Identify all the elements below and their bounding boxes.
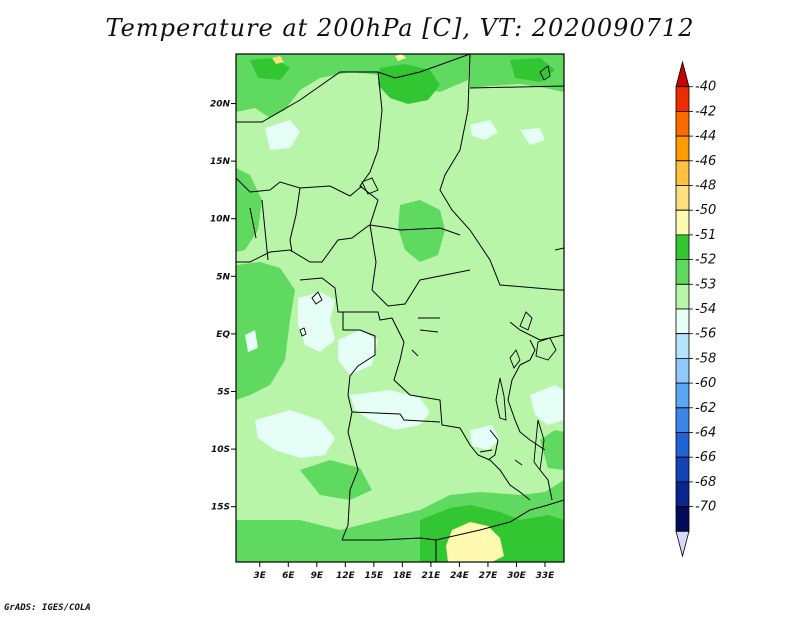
colorbar-swatch — [675, 382, 690, 409]
longitude-axis: 3E 6E 9E 12E 15E 18E 21E 24E 27E 30E 33E — [254, 562, 556, 581]
colorbar-swatch — [675, 86, 690, 112]
lat-tick-label: 15S — [211, 503, 230, 513]
colorbar-label: -46 — [695, 154, 716, 169]
colorbar-label: -51 — [695, 228, 716, 243]
field-level-56 — [245, 120, 564, 458]
colorbar-label: -40 — [695, 80, 716, 95]
lat-tick-label: EQ — [216, 330, 230, 340]
country-borders — [236, 54, 564, 562]
lon-tick-label: 24E — [450, 571, 470, 581]
lat-tick-label: 15N — [210, 157, 231, 167]
colorbar-swatch — [675, 234, 690, 260]
colorbar-label: -70 — [695, 500, 716, 515]
lon-tick-label: 12E — [336, 571, 356, 581]
lat-tick-label: 10N — [210, 215, 231, 225]
colorbar-swatch — [675, 283, 690, 310]
lat-tick-label: 20N — [210, 100, 231, 110]
colorbar-swatch — [675, 111, 690, 137]
colorbar-label: -64 — [695, 426, 716, 441]
field-level-50 — [272, 56, 284, 64]
colorbar-swatch — [675, 259, 690, 285]
colorbar-swatch — [675, 308, 690, 335]
lon-tick-label: 18E — [393, 571, 413, 581]
colorbar-label: -56 — [695, 327, 716, 342]
colorbar-swatch — [675, 135, 690, 162]
lon-tick-label: 6E — [282, 571, 295, 581]
colorbar-swatch — [675, 456, 690, 483]
temperature-field — [236, 54, 564, 562]
colorbar-swatch — [675, 160, 690, 186]
colorbar-swatch — [675, 209, 690, 236]
lon-tick-label: 33E — [536, 571, 556, 581]
map-frame — [235, 53, 565, 563]
colorbar-swatch — [675, 481, 690, 507]
lat-tick-label: 5S — [217, 388, 230, 398]
latitude-axis: 20N 15N 10N 5N EQ 5S 10S 15S — [210, 100, 236, 513]
colorbar-swatch — [675, 530, 690, 558]
colorbar-label: -68 — [695, 475, 716, 490]
colorbar-label: -66 — [695, 450, 716, 465]
colorbar-label: -42 — [695, 104, 716, 119]
colorbar-label: -58 — [695, 351, 716, 366]
lon-tick-label: 15E — [365, 571, 385, 581]
colorbar-label: -53 — [695, 277, 716, 292]
lakes-coastlines — [299, 65, 557, 472]
colorbar-label: -50 — [695, 203, 716, 218]
lon-tick-label: 27E — [479, 571, 499, 581]
colorbar-swatch — [675, 185, 690, 211]
colorbar-swatch — [675, 506, 690, 532]
colorbar-label: -62 — [695, 401, 716, 416]
lat-tick-label: 5N — [216, 272, 230, 282]
chart-title: Temperature at 200hPa [C], VT: 202009071… — [105, 14, 695, 42]
colorbar: -40 -42 -44 -46 -48 -50 -51 -52 -53 -54 -56 -58 -60 -… — [675, 60, 716, 558]
lon-tick-label: 30E — [507, 571, 527, 581]
colorbar-label: -48 — [695, 179, 716, 194]
colorbar-swatch — [675, 333, 690, 359]
colorbar-label: -60 — [695, 376, 716, 391]
lon-tick-label: 9E — [311, 571, 324, 581]
colorbar-swatch — [675, 432, 690, 458]
colorbar-swatch — [675, 358, 690, 384]
lon-tick-label: 21E — [422, 571, 442, 581]
lon-tick-label: 3E — [254, 571, 267, 581]
colorbar-swatch — [675, 60, 690, 88]
colorbar-label: -54 — [695, 302, 716, 317]
colorbar-label: -52 — [695, 253, 716, 268]
lat-tick-label: 10S — [211, 445, 230, 455]
colorbar-swatch — [675, 407, 690, 433]
credit-label: GrADS: IGES/COLA — [4, 603, 91, 613]
field-level-51 — [395, 54, 504, 562]
colorbar-label: -44 — [695, 129, 716, 144]
